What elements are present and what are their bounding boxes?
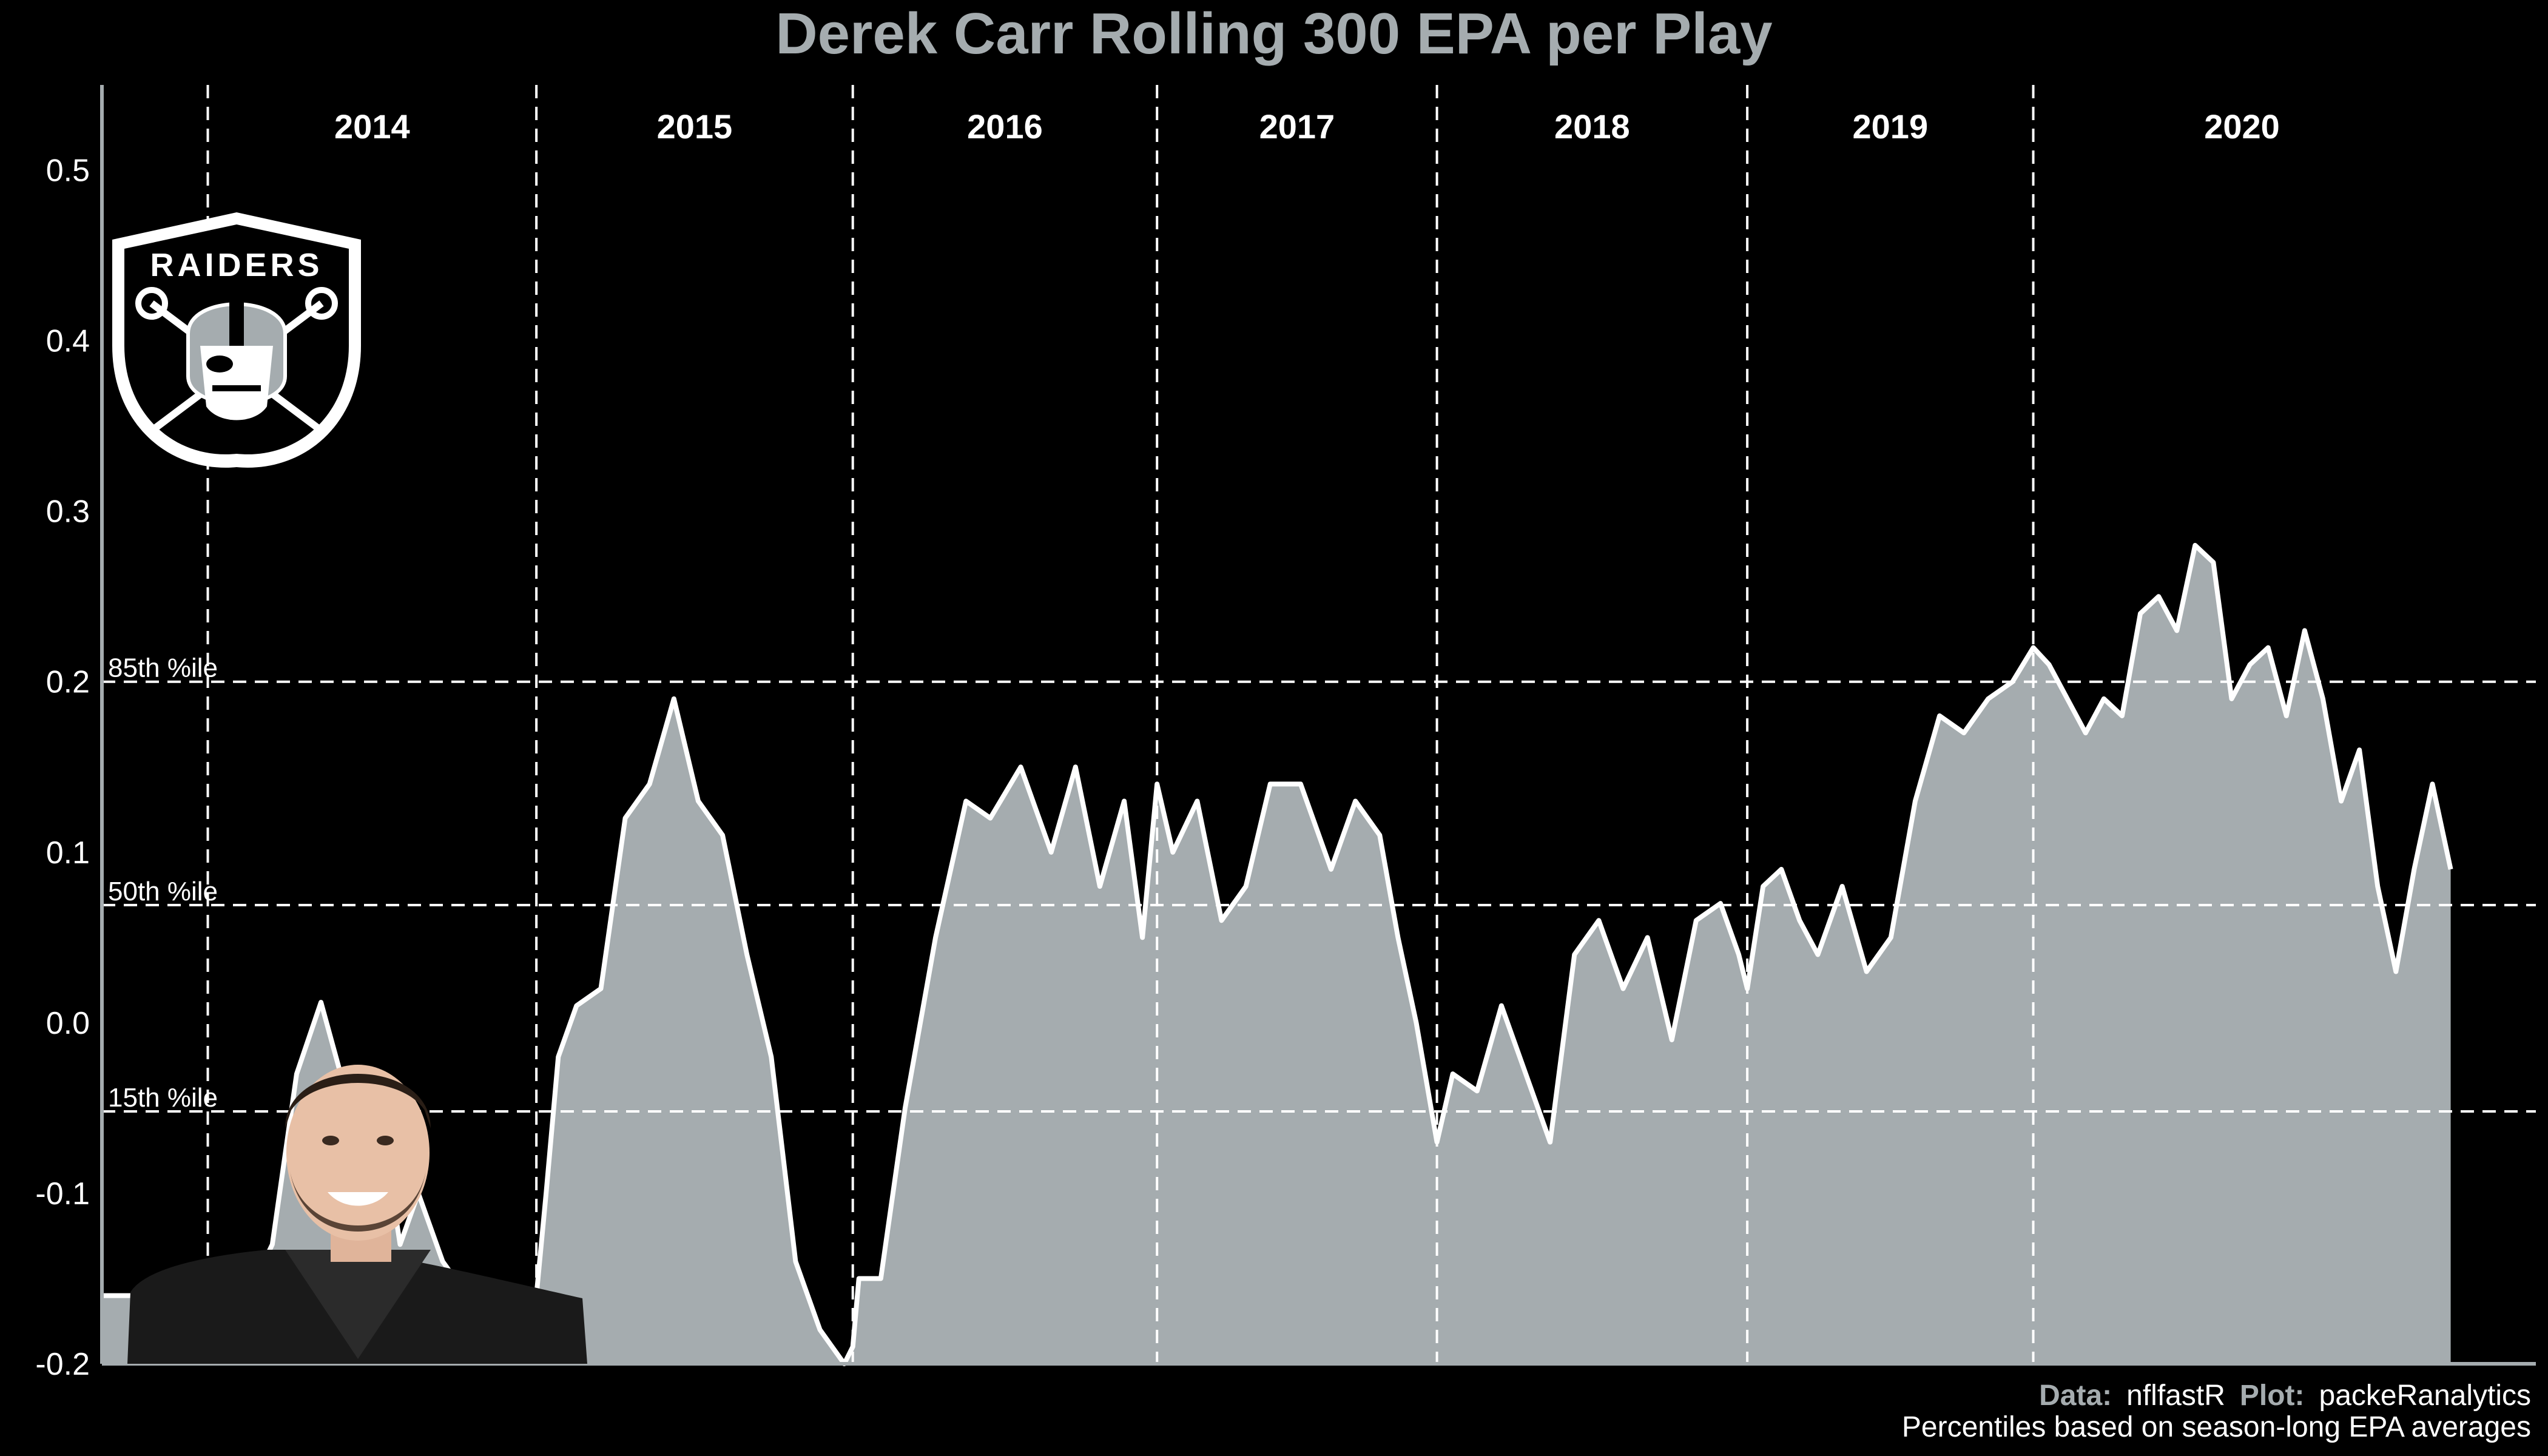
percentile-label: 85th %ile	[108, 653, 218, 683]
y-tick-label: 0.5	[46, 153, 90, 189]
y-tick-label: 0.2	[46, 665, 90, 700]
season-label: 2016	[967, 107, 1043, 146]
caption-plot-value: packeRanalytics	[2319, 1380, 2532, 1412]
percentile-lines: 85th %ile 50th %ile 15th %ile	[102, 653, 2536, 1113]
season-label: 2017	[1259, 107, 1335, 146]
caption-data-label: Data:	[2039, 1380, 2112, 1412]
raiders-logo-text: RAIDERS	[150, 247, 323, 283]
percentile-label: 15th %ile	[108, 1083, 218, 1113]
season-label: 2020	[2204, 107, 2280, 146]
caption-source: Data: nflfastR Plot: packeRanalytics	[2039, 1380, 2531, 1412]
y-tick-label: 0.3	[46, 494, 90, 530]
season-label: 2018	[1554, 107, 1630, 146]
y-tick-label: -0.1	[35, 1176, 90, 1212]
epa-series-line	[102, 542, 2453, 1366]
raiders-logo: RAIDERS	[112, 212, 361, 468]
season-dividers: 2014 2015 2016 2017 2018 2019 2020	[206, 85, 2280, 1364]
area-layer	[102, 542, 2453, 1366]
chart-title: Derek Carr Rolling 300 EPA per Play	[775, 1, 1772, 66]
caption-data-value: nflfastR	[2126, 1380, 2225, 1412]
season-label: 2019	[1853, 107, 1929, 146]
caption-plot-label: Plot:	[2240, 1380, 2305, 1412]
season-label: 2015	[657, 107, 733, 146]
y-axis-ticks: -0.2 -0.1 0.0 0.1 0.2 0.3 0.4 0.5	[35, 153, 90, 1382]
epa-area-fill	[102, 545, 2451, 1364]
y-tick-label: -0.2	[35, 1347, 90, 1382]
player-photo	[127, 1065, 587, 1364]
y-tick-label: 0.4	[46, 324, 90, 359]
y-tick-label: 0.1	[46, 835, 90, 871]
y-tick-label: 0.0	[46, 1006, 90, 1041]
season-label: 2014	[334, 107, 410, 146]
percentile-label: 50th %ile	[108, 877, 218, 906]
caption-note: Percentiles based on season-long EPA ave…	[1902, 1411, 2531, 1443]
